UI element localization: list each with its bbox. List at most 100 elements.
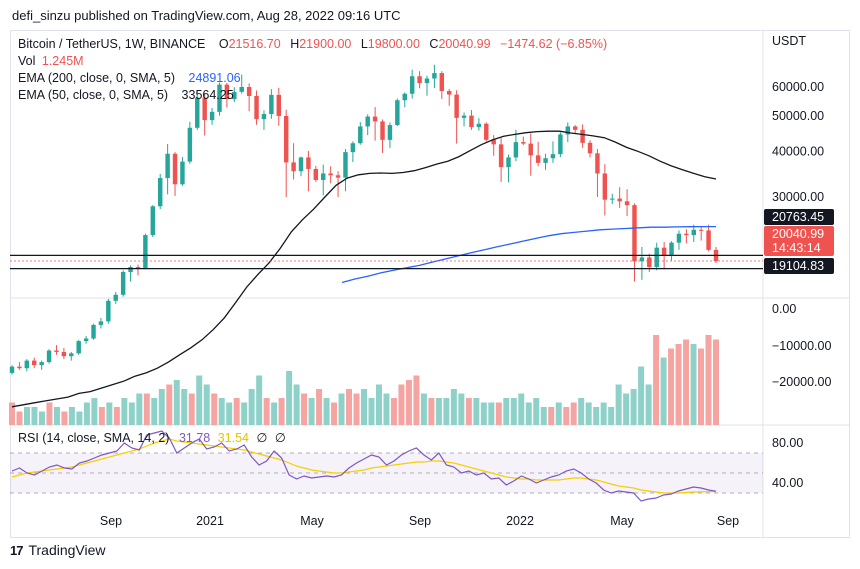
candle-body: [120, 272, 126, 295]
candle-body: [157, 178, 163, 207]
volume-bar: [675, 344, 682, 425]
ohlc-low: 19800.00: [367, 37, 420, 51]
symbol-name[interactable]: Bitcoin / TetherUS, 1W, BINANCE: [18, 37, 206, 51]
ohlc-low-label: L: [360, 37, 368, 51]
time-axis-label: 2021: [196, 514, 224, 528]
candle-body: [358, 126, 363, 144]
volume-bar: [301, 393, 308, 425]
volume-bar: [683, 339, 690, 425]
volume-bar: [510, 398, 517, 425]
rsi-band: [10, 452, 763, 494]
candle-body: [291, 162, 296, 172]
time-axis-label: 2022: [506, 514, 534, 528]
candle-body: [224, 84, 230, 100]
volume-bar: [593, 407, 600, 425]
candle-body: [580, 129, 585, 143]
volume-bar: [480, 402, 487, 425]
volume-bar: [503, 398, 510, 425]
price-tick-label: 50000.00: [772, 109, 824, 123]
candle-body: [624, 201, 630, 206]
volume-bar: [203, 384, 210, 425]
candle-body: [283, 115, 289, 163]
candle-body: [106, 300, 111, 322]
tradingview-brand[interactable]: TradingView: [28, 542, 106, 558]
volume-bar: [181, 389, 188, 425]
candle-body: [217, 84, 222, 112]
candle-body: [69, 353, 74, 357]
volume-bar: [473, 398, 480, 425]
volume-bar: [83, 402, 90, 425]
volume-bar: [68, 407, 75, 425]
price-tick-label: 40000.00: [772, 144, 824, 158]
candle-body: [402, 93, 407, 101]
volume-bar: [555, 402, 562, 425]
candle-body: [395, 100, 400, 126]
candle-body: [617, 198, 622, 202]
volume-bar: [578, 398, 585, 425]
volume-bar: [308, 398, 315, 425]
candle-body: [372, 116, 378, 122]
volume-bar: [368, 398, 375, 425]
candle-body: [513, 142, 519, 158]
candle-body: [76, 341, 81, 354]
volume-bar: [113, 407, 120, 425]
volume-bar: [608, 407, 615, 425]
volume-bar: [91, 398, 98, 425]
candle-body: [143, 235, 148, 269]
candle-body: [350, 143, 356, 153]
price-tag-label: 19104.83: [772, 259, 824, 273]
volume-bar: [420, 393, 427, 425]
candle-body: [61, 351, 67, 357]
axis-labels: 30000.00 40000.00 50000.00 60000.00 USDT 0.00…: [100, 34, 832, 528]
volume-bar: [653, 335, 660, 425]
time-axis-label: Sep: [717, 514, 739, 528]
volume-bar: [271, 402, 278, 425]
ema50-label[interactable]: EMA (50, close, 0, SMA, 5): [18, 88, 169, 102]
volume-bar: [136, 393, 143, 425]
candle-body: [639, 257, 645, 262]
candle-body: [669, 242, 674, 256]
candle-body: [432, 73, 437, 79]
candle-body: [409, 76, 415, 94]
candle-body: [232, 91, 237, 100]
candle-body: [543, 158, 548, 163]
candle-body: [380, 121, 385, 140]
ohlc-close-label: C: [429, 37, 439, 51]
time-axis-label: May: [610, 514, 634, 528]
volume-bar: [660, 357, 667, 425]
volume-bar: [16, 411, 23, 425]
ema200-label[interactable]: EMA (200, close, 0, SMA, 5): [18, 71, 176, 85]
volume-bars: [9, 335, 719, 425]
candle-body: [17, 366, 22, 369]
volume-bar: [218, 398, 225, 425]
ema200-value: 24891.06: [188, 71, 241, 85]
volume-bar: [435, 398, 442, 425]
volume-bar: [23, 407, 30, 425]
volume-bar: [548, 407, 555, 425]
ohlc-high: 21900.00: [299, 37, 352, 51]
candle-body: [328, 173, 333, 176]
candle-body: [491, 139, 496, 145]
candle-body: [128, 266, 133, 273]
candle-body: [246, 87, 252, 96]
rsi-label[interactable]: RSI (14, close, SMA, 14, 2): [18, 431, 170, 445]
price-tick-label: 30000.00: [772, 190, 824, 204]
candle-body: [335, 175, 341, 178]
volume-bar: [615, 384, 622, 425]
candle-body: [610, 198, 615, 200]
ema50-value: 33564.25: [181, 88, 234, 102]
candle-body: [535, 155, 541, 163]
volume-bar: [346, 389, 353, 425]
candle-body: [321, 173, 326, 180]
volume-bar: [450, 389, 457, 425]
legend-ema50-row: EMA (50, close, 0, SMA, 5) 33564.25: [18, 88, 234, 102]
candle-body: [469, 115, 474, 128]
volume-bar: [398, 384, 405, 425]
ohlc-open: 21516.70: [228, 37, 281, 51]
volume-bar: [705, 335, 712, 425]
volume-label[interactable]: Vol: [18, 54, 36, 68]
candle-body: [150, 206, 156, 236]
volume-bar: [211, 393, 218, 425]
volume-bar: [53, 407, 60, 425]
